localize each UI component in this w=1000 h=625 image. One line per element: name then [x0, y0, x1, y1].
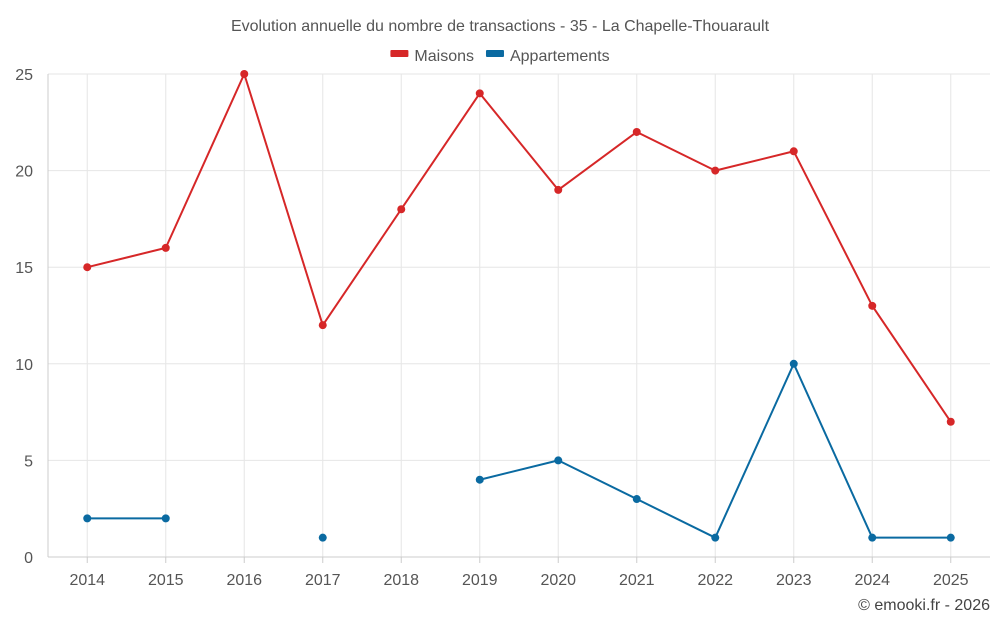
y-tick-label: 25 — [15, 67, 33, 84]
data-point-maisons[interactable] — [946, 417, 955, 426]
data-point-maisons[interactable] — [318, 321, 327, 330]
y-tick-label: 0 — [24, 550, 33, 567]
data-point-maisons[interactable] — [711, 166, 720, 175]
data-point-appartements[interactable] — [554, 456, 563, 465]
series-maisons — [83, 70, 955, 426]
data-point-maisons[interactable] — [240, 70, 249, 78]
legend-item-appartements[interactable]: Appartements — [485, 48, 610, 65]
x-tick-label: 2017 — [305, 572, 341, 589]
data-point-appartements[interactable] — [868, 533, 877, 542]
data-point-appartements[interactable] — [946, 533, 955, 542]
x-tick-label: 2014 — [69, 572, 105, 589]
data-point-appartements[interactable] — [83, 514, 92, 523]
data-point-appartements[interactable] — [318, 533, 327, 542]
x-tick-label: 2019 — [462, 572, 498, 589]
data-point-appartements[interactable] — [711, 533, 720, 542]
grid — [47, 73, 990, 563]
legend-swatch-appartements — [485, 50, 504, 57]
x-tick-label: 2020 — [540, 572, 576, 589]
legend-label-maisons: Maisons — [414, 48, 474, 65]
x-tick-label: 2018 — [383, 572, 419, 589]
x-tick-label: 2024 — [854, 572, 890, 589]
y-tick-label: 20 — [15, 164, 33, 181]
y-tick-label: 10 — [15, 357, 33, 374]
x-tick-label: 2023 — [776, 572, 812, 589]
data-point-maisons[interactable] — [475, 89, 484, 98]
legend-item-maisons[interactable]: Maisons — [390, 48, 474, 65]
data-point-appartements[interactable] — [789, 359, 798, 368]
series-group — [83, 70, 955, 542]
credit: © emooki.fr - 2026 — [858, 597, 990, 614]
data-point-maisons[interactable] — [397, 205, 406, 214]
series-appartements — [83, 359, 955, 542]
data-point-maisons[interactable] — [554, 185, 563, 194]
x-tick-label: 2021 — [619, 572, 655, 589]
x-tick-label: 2025 — [933, 572, 969, 589]
legend: Maisons Appartements — [390, 48, 610, 65]
chart-title: Evolution annuelle du nombre de transact… — [231, 18, 770, 35]
data-point-maisons[interactable] — [632, 127, 641, 136]
series-line-maisons — [87, 73, 952, 423]
legend-swatch-maisons — [390, 50, 409, 57]
x-tick-label: 2022 — [697, 572, 733, 589]
data-point-maisons[interactable] — [161, 243, 170, 252]
y-tick-label: 5 — [24, 453, 33, 470]
y-tick-label: 15 — [15, 260, 33, 277]
data-point-appartements[interactable] — [632, 495, 641, 504]
data-point-maisons[interactable] — [83, 263, 92, 272]
y-axis: 0 5 10 15 20 25 — [15, 67, 33, 567]
data-point-appartements[interactable] — [161, 514, 170, 523]
x-tick-label: 2015 — [148, 572, 184, 589]
x-tick-label: 2016 — [226, 572, 262, 589]
data-point-maisons[interactable] — [789, 147, 798, 156]
data-point-maisons[interactable] — [868, 301, 877, 310]
legend-label-appartements: Appartements — [510, 48, 610, 65]
data-point-appartements[interactable] — [475, 475, 484, 484]
x-axis: 2014 2015 2016 2017 2018 2019 2020 2021 2022 2023… — [69, 572, 968, 589]
